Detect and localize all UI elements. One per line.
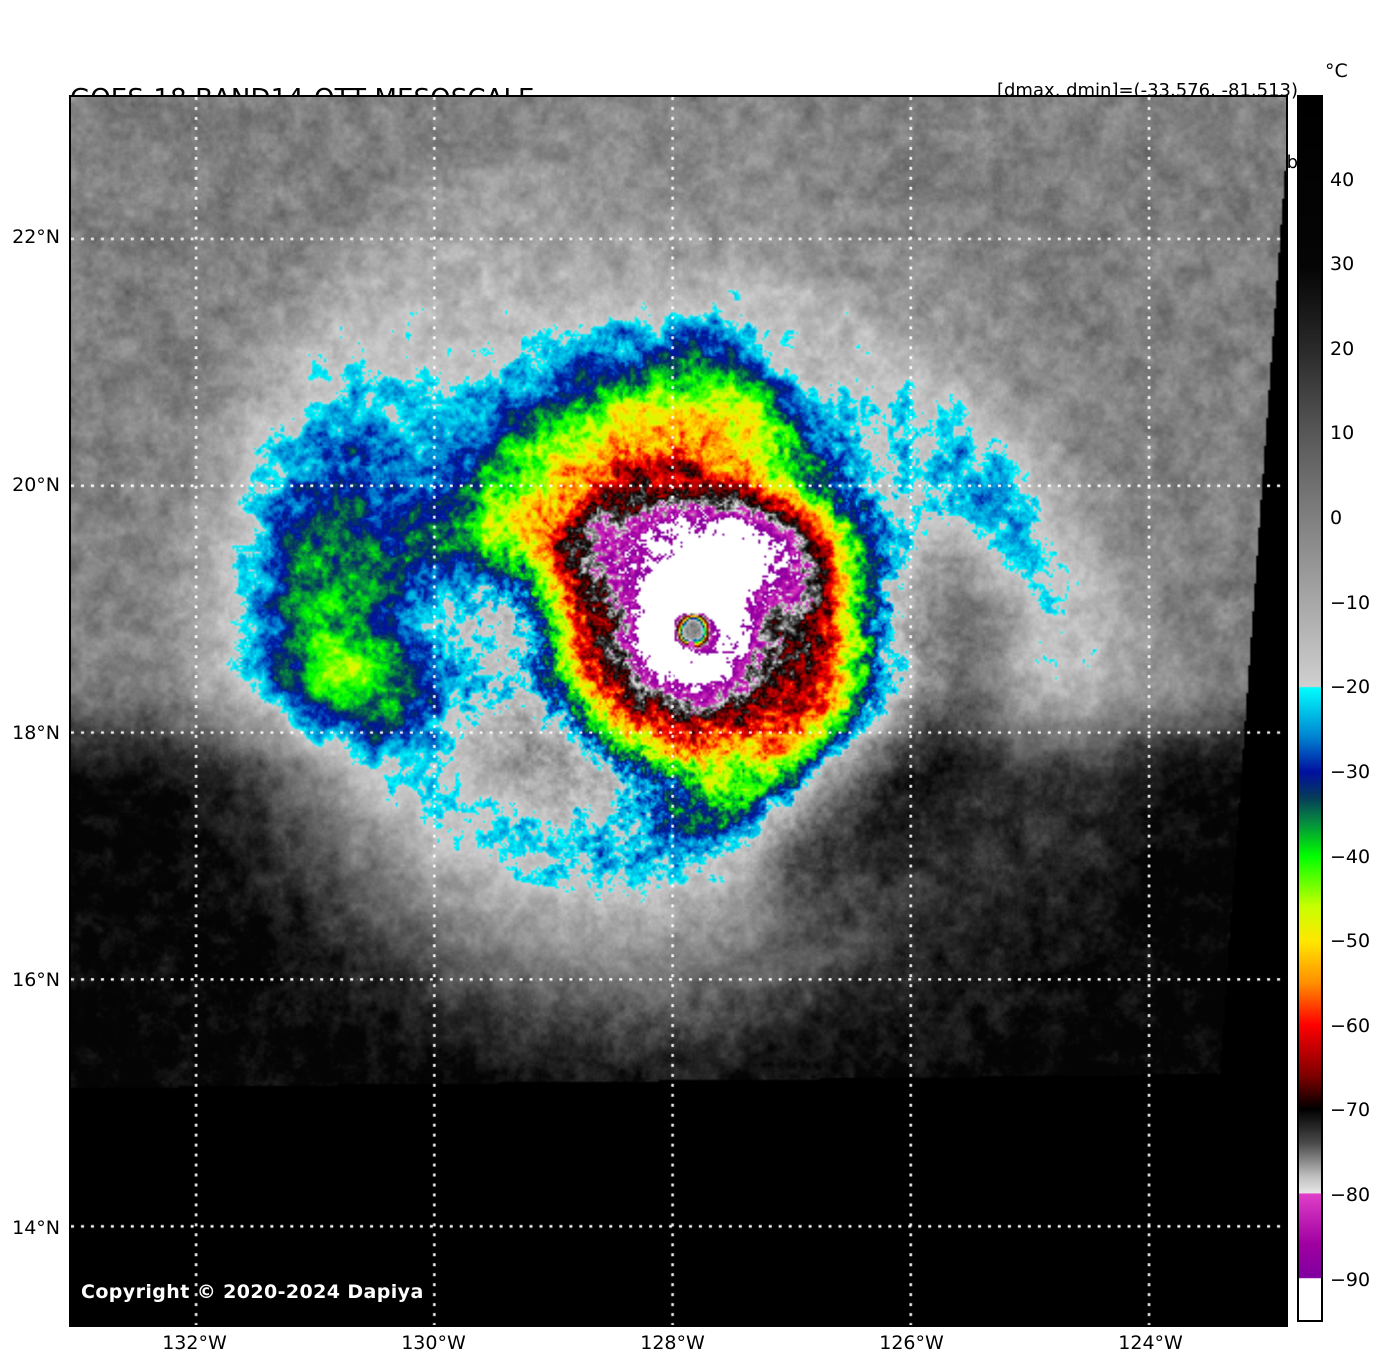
colorbar-unit-label: °C	[1325, 60, 1348, 82]
colorbar	[1297, 95, 1323, 1322]
colorbar-tick-label: −50	[1330, 930, 1371, 953]
colorbar-tick-label: 0	[1330, 507, 1343, 530]
colorbar-tick-label: −80	[1330, 1184, 1371, 1207]
longitude-tick-label: 130°W	[401, 1332, 466, 1354]
colorbar-tick-label: −90	[1330, 1268, 1371, 1291]
colorbar-tick-label: 30	[1330, 253, 1355, 276]
colorbar-tick-label: 20	[1330, 337, 1355, 360]
latitude-tick-label: 20°N	[12, 474, 60, 497]
colorbar-tick-label: −10	[1330, 591, 1371, 614]
longitude-tick-label: 128°W	[640, 1332, 705, 1354]
colorbar-tick-label: −60	[1330, 1014, 1371, 1037]
longitude-tick-label: 124°W	[1118, 1332, 1183, 1354]
colorbar-tick-label: −20	[1330, 676, 1371, 699]
longitude-tick-label: 132°W	[162, 1332, 227, 1354]
copyright-label: Copyright © 2020-2024 Dapiya	[81, 1281, 424, 1303]
satellite-plot: Copyright © 2020-2024 Dapiya	[69, 95, 1288, 1327]
colorbar-tick-label: −40	[1330, 845, 1371, 868]
colorbar-tick-label: −70	[1330, 1099, 1371, 1122]
latitude-tick-label: 18°N	[12, 721, 60, 744]
colorbar-tick-label: 40	[1330, 168, 1355, 191]
satellite-imagery	[71, 97, 1286, 1325]
latitude-tick-label: 22°N	[12, 226, 60, 249]
latitude-tick-label: 16°N	[12, 969, 60, 992]
colorbar-gradient	[1299, 97, 1321, 1320]
longitude-tick-label: 126°W	[879, 1332, 944, 1354]
colorbar-tick-label: 10	[1330, 422, 1355, 445]
latitude-tick-label: 14°N	[12, 1216, 60, 1239]
colorbar-tick-label: −30	[1330, 760, 1371, 783]
